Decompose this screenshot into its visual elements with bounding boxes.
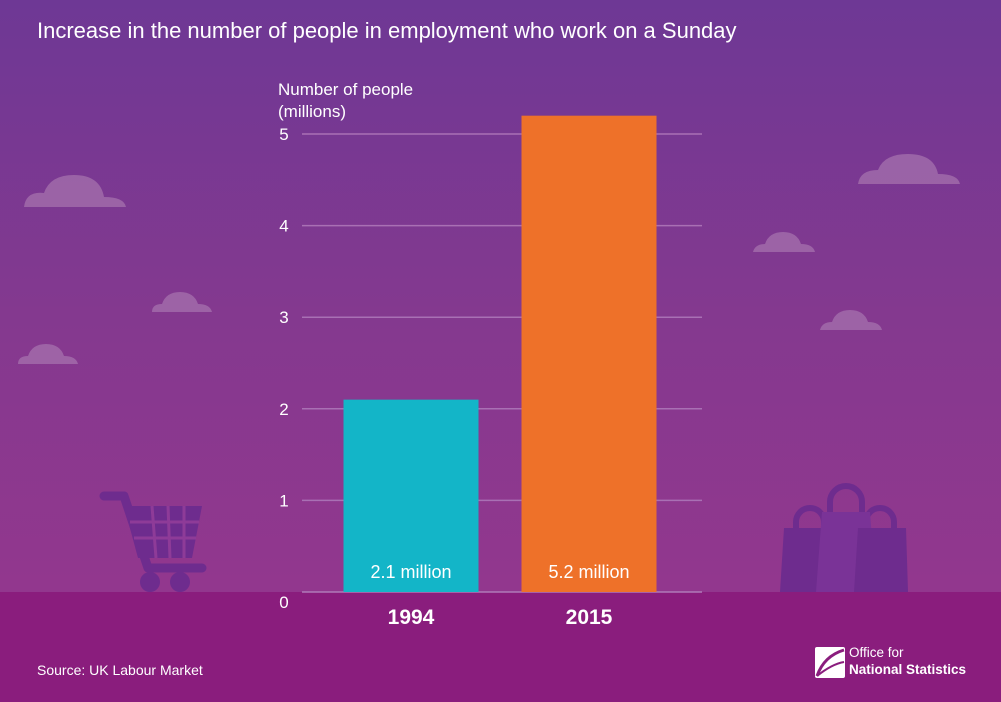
chart-title: Increase in the number of people in empl… bbox=[37, 18, 737, 43]
y-tick-label: 4 bbox=[279, 217, 288, 236]
source-note: Source: UK Labour Market bbox=[37, 662, 203, 678]
y-tick-label: 2 bbox=[279, 400, 288, 419]
bar-labels: 2.1 million 1994 5.2 million 2015 bbox=[370, 562, 629, 629]
x-tick-label-2015: 2015 bbox=[566, 606, 613, 629]
bar-1994 bbox=[343, 399, 479, 592]
ons-logo-line1: Office for bbox=[849, 645, 904, 660]
y-tick-label: 0 bbox=[279, 593, 288, 612]
ons-logo-icon bbox=[815, 647, 845, 678]
y-tick-label: 5 bbox=[279, 125, 288, 144]
cloud-icon bbox=[753, 232, 815, 252]
y-tick-labels: 0 1 2 3 4 5 bbox=[279, 125, 288, 612]
ons-logo: Office for National Statistics bbox=[814, 644, 984, 682]
y-axis-label-line2: (millions) bbox=[278, 102, 346, 121]
shopping-bags-icon bbox=[780, 483, 908, 592]
cloud-icon bbox=[24, 175, 126, 207]
cloud-icon bbox=[820, 310, 882, 330]
data-label-2015: 5.2 million bbox=[548, 562, 629, 582]
cloud-icon bbox=[152, 292, 212, 312]
cloud-icon bbox=[18, 344, 78, 364]
shopping-cart-icon bbox=[99, 491, 207, 592]
bar-2015 bbox=[521, 115, 657, 593]
x-tick-label-1994: 1994 bbox=[388, 606, 435, 629]
data-label-1994: 2.1 million bbox=[370, 562, 451, 582]
y-axis-label-line1: Number of people bbox=[278, 80, 413, 99]
ons-logo-line2: National Statistics bbox=[849, 662, 967, 677]
y-tick-label: 1 bbox=[279, 491, 288, 510]
cloud-icon bbox=[858, 154, 960, 184]
bars bbox=[343, 115, 657, 593]
y-tick-label: 3 bbox=[279, 308, 288, 327]
